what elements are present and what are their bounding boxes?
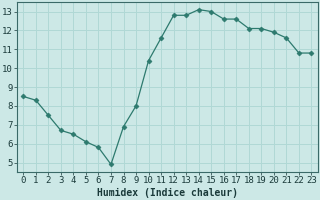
- X-axis label: Humidex (Indice chaleur): Humidex (Indice chaleur): [97, 188, 238, 198]
